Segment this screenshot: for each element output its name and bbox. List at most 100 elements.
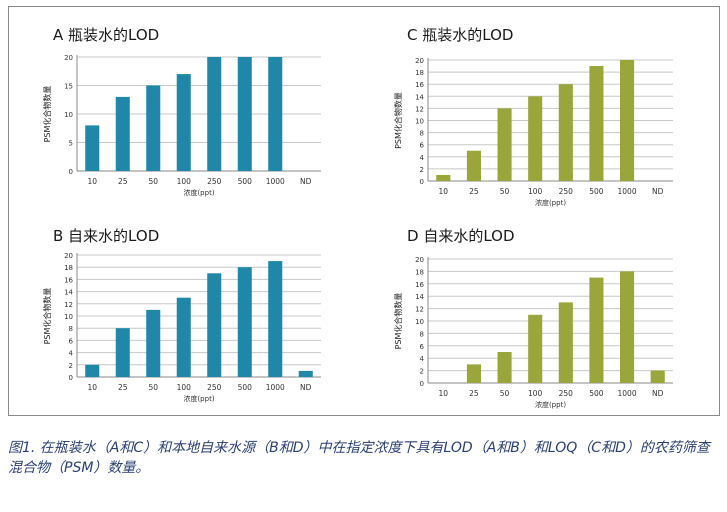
- x-tick-label: 25: [118, 383, 128, 392]
- y-tick-label: 4: [420, 154, 425, 162]
- x-tick-label: 10: [439, 389, 449, 398]
- y-tick-label: 12: [415, 306, 424, 314]
- x-axis-label: 浓度(ppt): [535, 198, 566, 207]
- chart-title: C 瓶装水的LOD: [407, 26, 513, 44]
- x-tick-label: 250: [559, 389, 574, 398]
- y-tick-label: 20: [64, 252, 73, 260]
- x-tick-label: 1000: [266, 177, 285, 186]
- x-tick-label: 1000: [618, 187, 637, 196]
- bar: [176, 74, 191, 171]
- y-tick-label: 10: [64, 111, 73, 119]
- x-axis-label: 浓度(ppt): [183, 394, 214, 403]
- bar: [466, 364, 481, 383]
- y-tick-label: 10: [415, 118, 424, 126]
- y-axis-label: PSM化合物数量: [42, 86, 52, 143]
- y-tick-label: 18: [64, 264, 73, 272]
- bar: [268, 261, 283, 377]
- bar: [146, 85, 161, 171]
- bar: [115, 328, 130, 377]
- x-tick-label: 50: [148, 383, 158, 392]
- y-tick-label: 12: [415, 105, 424, 113]
- y-tick-label: 16: [64, 276, 73, 284]
- x-tick-label: 100: [528, 389, 543, 398]
- x-tick-label: 10: [87, 177, 97, 186]
- y-tick-label: 6: [69, 337, 74, 345]
- figure-caption: 图1. 在瓶装水（A和C）和本地自来水源（B和D）中在指定浓度下具有LOD（A和…: [8, 440, 710, 476]
- bar: [85, 125, 100, 171]
- bar: [620, 60, 635, 181]
- bar: [207, 57, 222, 171]
- y-tick-label: 18: [415, 69, 424, 77]
- x-axis-label: 浓度(ppt): [535, 400, 566, 409]
- y-tick-label: 0: [420, 380, 424, 388]
- x-tick-label: 250: [207, 383, 222, 392]
- y-tick-label: 2: [69, 362, 73, 370]
- y-tick-label: 20: [415, 57, 424, 65]
- x-tick-label: 10: [439, 187, 449, 196]
- y-axis-label: PSM化合物数量: [393, 92, 403, 149]
- x-tick-label: ND: [300, 383, 312, 392]
- y-tick-label: 6: [420, 142, 425, 150]
- y-tick-label: 0: [69, 168, 73, 176]
- bar: [436, 174, 451, 181]
- y-tick-label: 5: [69, 140, 73, 148]
- y-tick-label: 14: [415, 293, 424, 301]
- y-tick-label: 12: [64, 301, 73, 309]
- y-tick-label: 2: [420, 166, 424, 174]
- y-tick-label: 16: [415, 81, 424, 89]
- x-tick-label: 10: [87, 383, 97, 392]
- y-tick-label: 14: [64, 289, 73, 297]
- y-tick-label: 14: [415, 93, 424, 101]
- bar: [268, 57, 283, 171]
- bar: [589, 66, 604, 181]
- y-tick-label: 16: [415, 281, 424, 289]
- x-tick-label: 100: [177, 177, 192, 186]
- x-tick-label: 250: [559, 187, 574, 196]
- bar: [298, 370, 313, 377]
- x-tick-label: 1000: [618, 389, 637, 398]
- y-tick-label: 15: [64, 83, 73, 91]
- bar: [589, 277, 604, 383]
- bar: [528, 96, 543, 181]
- bar: [650, 370, 665, 383]
- x-tick-label: 1000: [266, 383, 285, 392]
- x-tick-label: ND: [652, 389, 664, 398]
- y-tick-label: 0: [420, 178, 424, 186]
- x-tick-label: 50: [148, 177, 158, 186]
- bar: [237, 57, 252, 171]
- y-tick-label: 18: [415, 268, 424, 276]
- chart-title: B 自来水的LOD: [53, 227, 159, 245]
- x-tick-label: 50: [500, 389, 510, 398]
- y-tick-label: 10: [64, 313, 73, 321]
- y-tick-label: 4: [69, 350, 74, 358]
- x-tick-label: ND: [300, 177, 312, 186]
- bar: [620, 271, 635, 383]
- x-tick-label: 25: [469, 187, 479, 196]
- bar: [497, 108, 512, 181]
- bar: [558, 84, 573, 181]
- bar: [115, 96, 130, 171]
- bar: [528, 314, 543, 383]
- y-tick-label: 6: [420, 343, 425, 351]
- figure-frame: A 瓶装水的LOD 0 5 10 15 20 10 25 50 100 250 500 1000 ND 浓度…: [8, 6, 720, 416]
- bar: [558, 302, 573, 383]
- y-axis-label: PSM化合物数量: [393, 293, 403, 350]
- bar: [207, 273, 222, 377]
- x-tick-label: 500: [589, 389, 604, 398]
- x-tick-label: 500: [238, 177, 253, 186]
- y-tick-label: 10: [415, 318, 424, 326]
- bar: [176, 297, 191, 377]
- x-axis-label: 浓度(ppt): [183, 188, 214, 197]
- chart-title: A 瓶装水的LOD: [53, 26, 159, 44]
- y-tick-label: 4: [420, 355, 425, 363]
- chart-title: D 自来水的LOD: [407, 227, 515, 245]
- y-tick-label: 20: [415, 256, 424, 264]
- bar: [85, 364, 100, 377]
- x-tick-label: 25: [118, 177, 128, 186]
- bar: [497, 352, 512, 383]
- x-tick-label: 500: [238, 383, 253, 392]
- y-axis-label: PSM化合物数量: [42, 288, 52, 345]
- bar: [237, 267, 252, 377]
- x-tick-label: 50: [500, 187, 510, 196]
